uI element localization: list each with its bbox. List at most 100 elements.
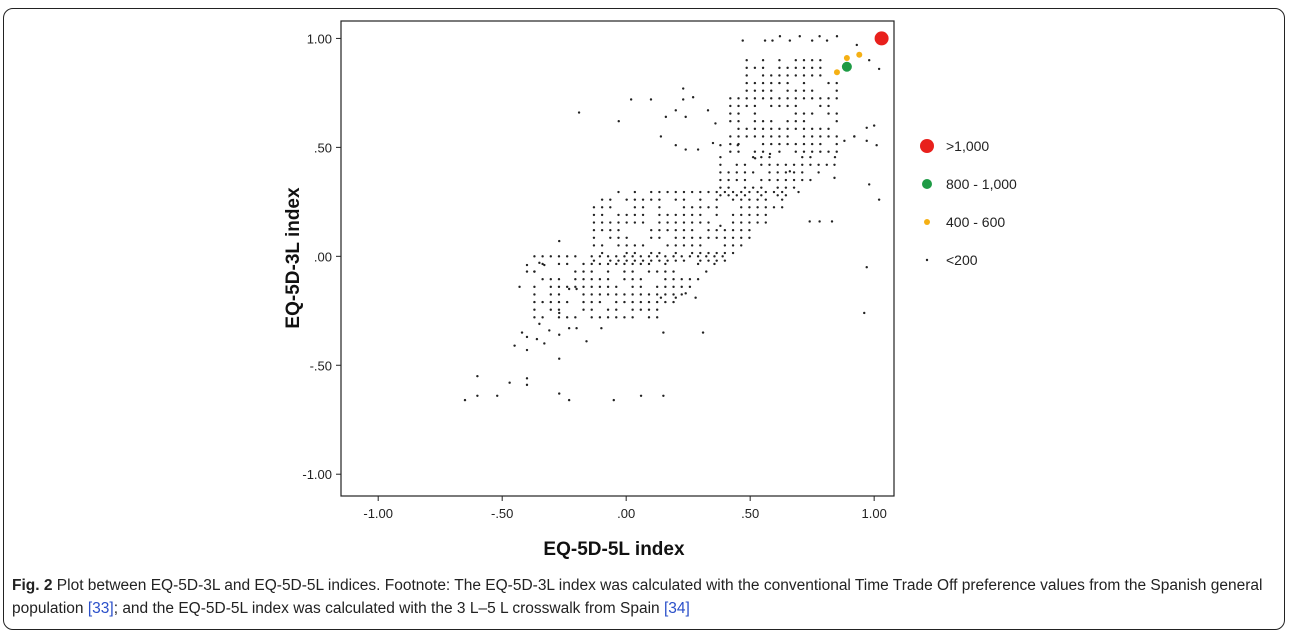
data-point (727, 194, 730, 197)
data-point (639, 308, 643, 311)
data-point (729, 112, 732, 115)
data-point (682, 190, 686, 194)
data-point (743, 178, 747, 182)
data-point (535, 337, 539, 341)
data-point (778, 142, 781, 146)
data-point (751, 186, 755, 189)
data-point (609, 236, 612, 240)
data-point (623, 293, 626, 296)
data-point (855, 43, 859, 47)
data-point (735, 163, 738, 167)
data-point (865, 266, 868, 269)
data-point (780, 206, 784, 209)
data-point (715, 213, 718, 217)
data-point (699, 251, 702, 255)
data-point (699, 244, 702, 247)
data-point (633, 190, 637, 194)
data-point (558, 357, 561, 360)
data-point (776, 163, 779, 167)
data-point (606, 285, 610, 289)
data-point (727, 178, 730, 182)
data-point (577, 111, 581, 114)
data-point (756, 221, 759, 224)
data-point (549, 300, 552, 304)
data-point (737, 97, 740, 100)
data-point (810, 135, 814, 138)
data-point (761, 74, 765, 77)
y-axis-label: EQ-5D-3L index (283, 187, 304, 329)
data-point (590, 285, 593, 289)
data-point (794, 120, 797, 123)
reference-link-34[interactable]: [34] (663, 600, 690, 617)
data-point (784, 171, 788, 174)
data-point (719, 186, 722, 189)
data-point (761, 97, 765, 100)
caption-text-2: ; and the EQ-5D-5L index was calculated … (113, 600, 664, 617)
data-point (647, 316, 651, 319)
data-point (699, 190, 702, 194)
data-point (778, 66, 781, 70)
data-point (802, 135, 806, 138)
data-point (647, 262, 651, 266)
data-point (729, 104, 732, 108)
data-point (819, 66, 822, 70)
data-point (598, 255, 602, 258)
data-point (699, 221, 702, 224)
data-point (810, 127, 814, 131)
data-point (557, 300, 561, 304)
data-point (737, 135, 740, 138)
data-point (658, 228, 661, 232)
data-point (764, 190, 767, 194)
data-point (694, 296, 697, 299)
data-point (680, 285, 683, 289)
data-point (565, 316, 569, 319)
legend-marker (924, 219, 930, 225)
data-point (768, 178, 771, 182)
data-point (682, 87, 685, 90)
data-point (810, 97, 814, 100)
data-point (631, 277, 634, 281)
data-point (682, 221, 686, 224)
data-point (664, 270, 667, 273)
data-point (723, 190, 727, 194)
data-point (617, 236, 620, 240)
data-point (592, 236, 596, 240)
data-point (631, 255, 634, 258)
data-point (835, 81, 838, 85)
data-point (690, 206, 694, 209)
data-point (825, 163, 828, 167)
data-point (557, 285, 561, 289)
data-point (792, 163, 796, 167)
data-point (615, 262, 618, 266)
data-point (809, 163, 812, 167)
data-point (786, 104, 789, 108)
data-point (688, 277, 692, 281)
data-point (696, 148, 700, 151)
data-point (684, 148, 687, 151)
data-point (745, 89, 748, 92)
legend-marker (920, 139, 934, 153)
data-point (655, 316, 659, 319)
data-point (740, 228, 743, 232)
data-point (729, 150, 732, 153)
data-point (780, 190, 784, 194)
data-point (810, 150, 814, 153)
figure-caption: Fig. 2 Plot between EQ-5D-3L and EQ-5D-5… (12, 574, 1277, 620)
data-point (748, 206, 751, 209)
data-point (802, 74, 806, 77)
data-point (520, 331, 524, 334)
data-point (672, 300, 675, 304)
data-point (541, 300, 544, 304)
data-point (819, 127, 822, 131)
data-point (631, 285, 634, 289)
reference-link-33[interactable]: [33] (87, 600, 114, 617)
data-point (723, 228, 727, 232)
data-point (639, 262, 643, 266)
data-point (674, 109, 677, 112)
data-point (735, 178, 738, 182)
data-point (778, 59, 781, 62)
data-point (798, 35, 801, 38)
data-point (748, 221, 751, 224)
data-point (736, 143, 739, 147)
data-point (843, 139, 846, 143)
